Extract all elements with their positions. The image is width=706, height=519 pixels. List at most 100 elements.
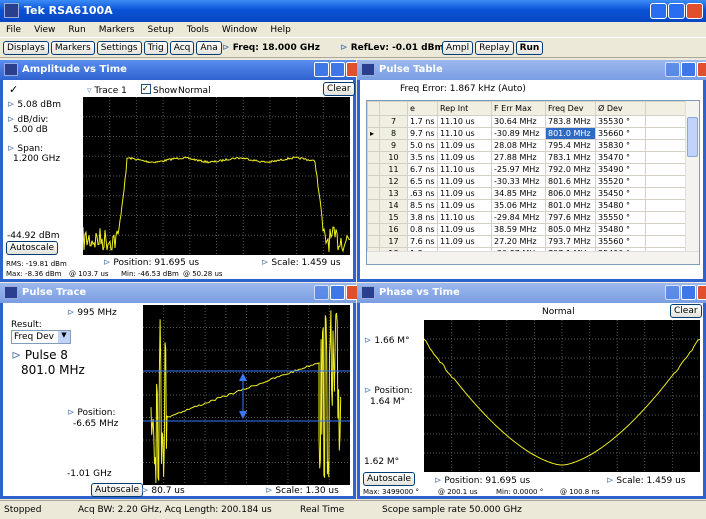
- table-cell: 13: [379, 187, 408, 200]
- autoscale-button[interactable]: Autoscale: [363, 472, 416, 486]
- table-cell: [645, 151, 686, 164]
- show-checkbox[interactable]: ✓: [141, 84, 151, 94]
- panel-title-bar: Amplitude vs Time: [0, 60, 361, 80]
- menu-item[interactable]: View: [34, 25, 56, 35]
- clear-button[interactable]: Clear: [670, 304, 702, 318]
- pulse-table: e Rep Int F Err Max Freq Dev Ø Dev 7 1.7 ns 11.…: [367, 101, 686, 260]
- freq[interactable]: ⊳ Freq: 18.000 GHz: [222, 43, 320, 53]
- row-indicator: [367, 187, 380, 200]
- toolbar-button[interactable]: Markers: [50, 41, 95, 55]
- table-cell: 3.8 ns: [407, 211, 438, 224]
- table-cell: 27.20 MHz: [491, 235, 546, 248]
- minimize[interactable]: [650, 3, 667, 19]
- clear-button[interactable]: Clear: [323, 82, 355, 96]
- reflev[interactable]: ⊳ RefLev: -0.01 dBm: [340, 43, 444, 53]
- max-at: @ 200.1 us: [438, 488, 478, 496]
- table-row[interactable]: 9 5.0 ns 11.09 us 28.08 MHz 795.4 MHz 35830 °: [367, 139, 686, 152]
- panel-title-bar: Pulse Table: [357, 60, 706, 80]
- table-cell: [645, 199, 686, 212]
- column-header[interactable]: e: [407, 101, 438, 116]
- position-label: Position:: [77, 408, 116, 418]
- status-state: Stopped: [4, 505, 42, 515]
- menu-item[interactable]: Markers: [98, 25, 135, 35]
- autoscale-button[interactable]: Autoscale: [91, 483, 144, 497]
- table-cell: [645, 115, 686, 128]
- table-cell: 28.08 MHz: [491, 139, 546, 152]
- autoscale-button[interactable]: Autoscale: [6, 241, 59, 255]
- span-label: Span:: [17, 144, 44, 154]
- toolbar-button[interactable]: Replay: [475, 41, 514, 55]
- table-cell: 806.0 MHz: [545, 187, 596, 200]
- toolbar-button[interactable]: Ampl: [442, 41, 474, 55]
- table-cell: 3.5 ns: [407, 151, 438, 164]
- table-cell: 797.6 MHz: [545, 211, 596, 224]
- table-cell: 15: [379, 211, 408, 224]
- table-cell: 35480 °: [595, 223, 646, 236]
- table-row[interactable]: 13.63 ns 11.09 us 34.85 MHz 806.0 MHz 35450 …: [367, 187, 686, 200]
- menu-item[interactable]: Run: [68, 25, 86, 35]
- toolbar-button[interactable]: Displays: [3, 41, 49, 55]
- phase-panel: Phase vs Time Normal Clear ⊳ 1.66 M° ⊳ P…: [357, 283, 706, 499]
- menu-item[interactable]: Setup: [147, 25, 174, 35]
- table-row[interactable]: 10 3.5 ns 11.09 us 27.88 MHz 783.1 MHz 35470 …: [367, 151, 686, 164]
- table-cell: 35550 °: [595, 211, 646, 224]
- toolbar-button[interactable]: Trig: [143, 41, 168, 55]
- rms: RMS: -19.81 dBm: [6, 260, 67, 268]
- table-row[interactable]: ▸ 8 9.7 ns 11.10 us -30.89 MHz 801.0 MHz 35660…: [367, 127, 686, 140]
- table-cell: 11: [379, 163, 408, 176]
- menu-bar: File View Run Markers Setup Tools Window Help: [6, 25, 304, 35]
- position-label: Position:: [374, 386, 413, 396]
- panel-title: Amplitude vs Time: [22, 64, 127, 75]
- table-row[interactable]: 11 6.7 ns 11.10 us -25.97 MHz 792.0 MHz 35490…: [367, 163, 686, 176]
- table-cell: 1.7 ns: [407, 115, 438, 128]
- pulse-trace-panel: Pulse Trace ⊳ 995 MHz Result: Freq Dev ▼ …: [0, 283, 361, 499]
- toolbar-button[interactable]: Acq: [169, 41, 195, 55]
- table-row[interactable]: 12 6.5 ns 11.09 us -30.33 MHz 801.6 MHz 35520…: [367, 175, 686, 188]
- close[interactable]: [686, 3, 703, 19]
- table-cell: -29.84 MHz: [491, 211, 546, 224]
- toolbar-buttons: Displays Markers Settings Trig Acq Ana: [3, 41, 224, 55]
- table-row[interactable]: 14 8.5 ns 11.09 us 35.06 MHz 801.0 MHz 35480 …: [367, 199, 686, 212]
- column-header[interactable]: F Err Max: [491, 101, 546, 116]
- column-header[interactable]: Rep Int: [437, 101, 492, 116]
- table-cell: 16: [379, 223, 408, 236]
- table-row[interactable]: 17 7.6 ns 11.09 us 27.20 MHz 793.7 MHz 35560 …: [367, 235, 686, 248]
- menu-item[interactable]: File: [6, 25, 22, 35]
- table-cell: 35480 °: [595, 199, 646, 212]
- toolbar-button[interactable]: Run: [515, 41, 544, 55]
- table-cell: 38.59 MHz: [491, 223, 546, 236]
- row-indicator: [367, 115, 380, 128]
- table-cell: 801.0 MHz: [545, 127, 596, 140]
- show-label: Show: [153, 86, 178, 96]
- column-header[interactable]: Freq Dev: [545, 101, 596, 116]
- result-select[interactable]: Freq Dev ▼: [11, 330, 71, 344]
- maximize[interactable]: [668, 3, 685, 19]
- menu-item[interactable]: Help: [270, 25, 291, 35]
- row-indicator: [367, 199, 380, 212]
- table-cell: 35660 °: [595, 127, 646, 140]
- table-cell: -30.89 MHz: [491, 127, 546, 140]
- h-scrollbar[interactable]: [367, 251, 699, 264]
- v-scrollbar[interactable]: [685, 101, 699, 252]
- header-cell: [379, 101, 408, 116]
- table-row[interactable]: 16 0.8 ns 11.09 us 38.59 MHz 805.0 MHz 35480 …: [367, 223, 686, 236]
- table-cell: [645, 139, 686, 152]
- table-cell: 7.6 ns: [407, 235, 438, 248]
- column-header[interactable]: Ø Dev: [595, 101, 646, 116]
- table-row[interactable]: 15 3.8 ns 11.10 us -29.84 MHz 797.6 MHz 35550…: [367, 211, 686, 224]
- row-indicator: [367, 211, 380, 224]
- position: Position: 91.695 us: [444, 476, 531, 486]
- title-bar: Tek RSA6100A: [0, 0, 706, 22]
- toolbar-button[interactable]: Ana: [196, 41, 222, 55]
- scale: Scale: 1.459 us: [616, 476, 686, 486]
- table-cell: 34.85 MHz: [491, 187, 546, 200]
- table-row[interactable]: 7 1.7 ns 11.10 us 30.64 MHz 783.8 MHz 35530 °: [367, 115, 686, 128]
- menu-item[interactable]: Window: [221, 25, 258, 35]
- menu-item[interactable]: Tools: [186, 25, 209, 35]
- table-cell: 11.10 us: [437, 163, 492, 176]
- trace-select[interactable]: ▿ Trace 1: [87, 86, 127, 96]
- table-cell: 9: [379, 139, 408, 152]
- table-cell: 35490 °: [595, 163, 646, 176]
- min-at: @ 50.28 us: [183, 270, 223, 278]
- toolbar-button[interactable]: Settings: [96, 41, 142, 55]
